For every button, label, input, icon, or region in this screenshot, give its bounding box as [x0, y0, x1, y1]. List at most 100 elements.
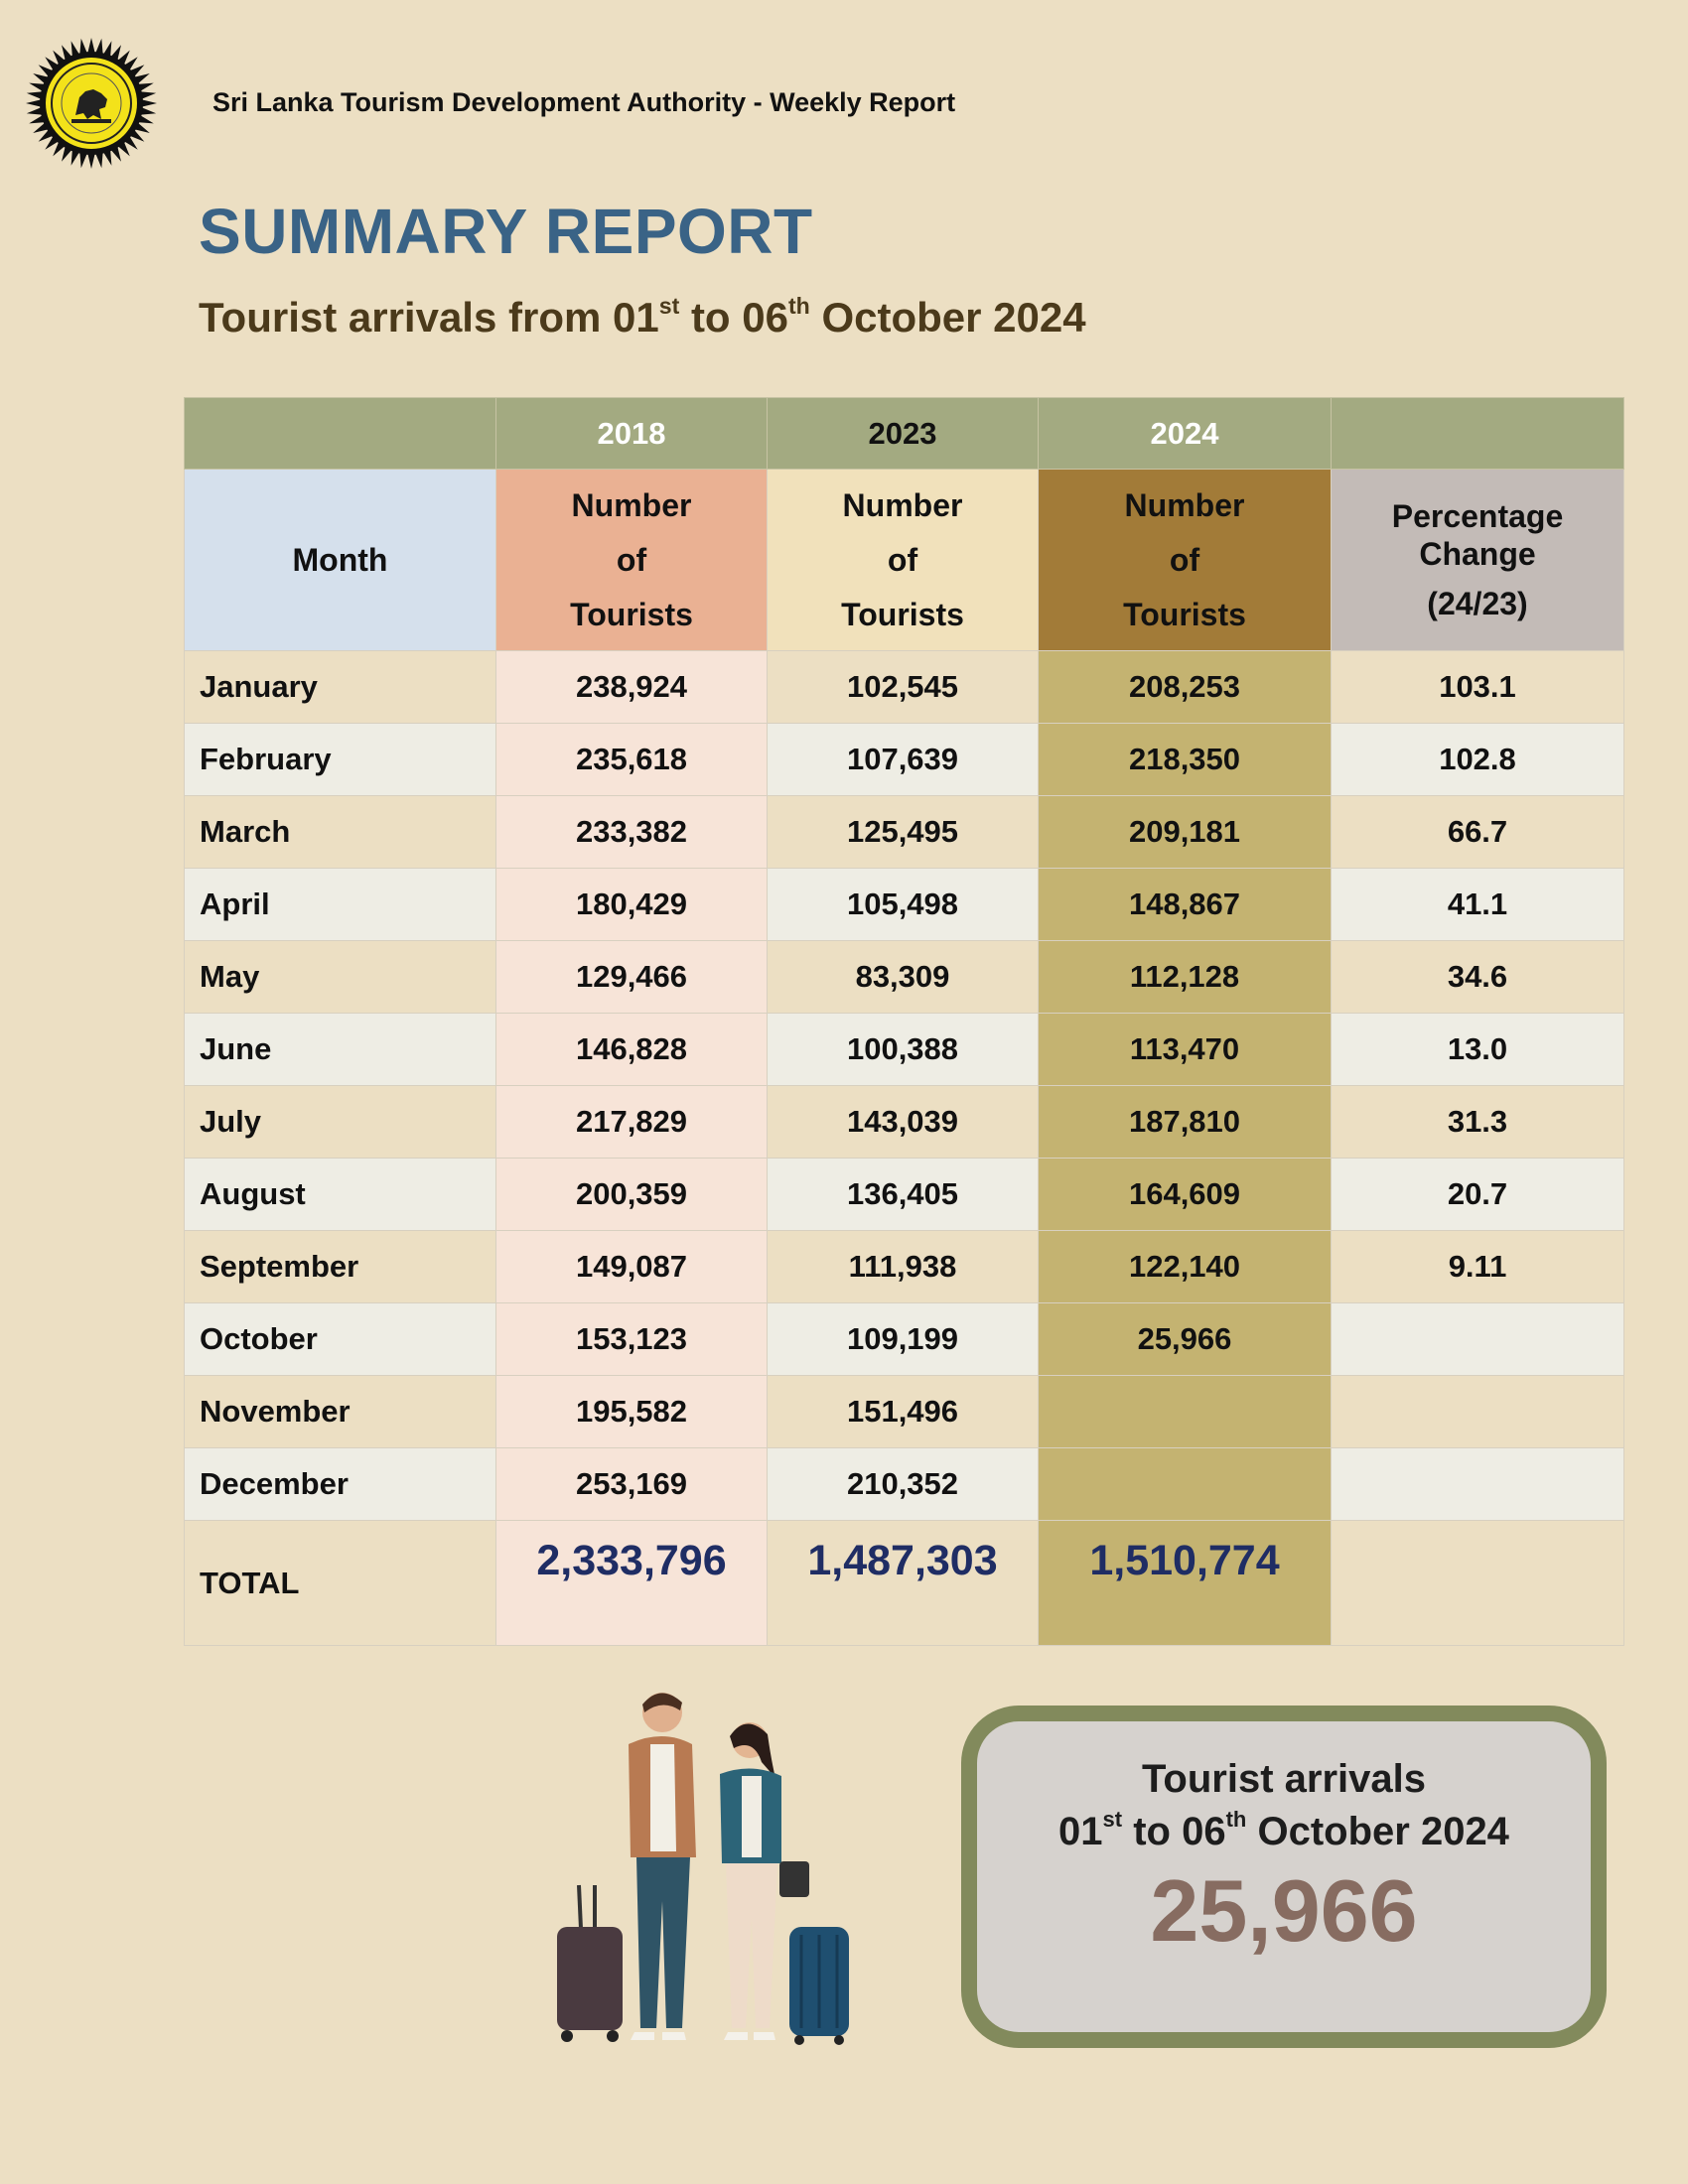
column-header-row: Month Number of Tourists Number of Tourists …	[184, 469, 1624, 651]
organization-header: Sri Lanka Tourism Development Authority …	[212, 87, 956, 117]
total-2018: 2,333,796	[495, 1520, 768, 1646]
table-row: April 180,429 105,498 148,867 41.1	[184, 868, 1624, 941]
table-row: June 146,828 100,388 113,470 13.0	[184, 1013, 1624, 1086]
tourists-2024-header: Number of Tourists	[1038, 469, 1332, 651]
pct-change-cell	[1331, 1302, 1624, 1376]
total-label: TOTAL	[184, 1520, 496, 1646]
value-2018-cell: 253,169	[495, 1447, 768, 1521]
value-2024-cell: 218,350	[1038, 723, 1332, 796]
value-2024-cell	[1038, 1447, 1332, 1521]
table-row: October 153,123 109,199 25,966	[184, 1302, 1624, 1376]
percentage-change-header: Percentage Change (24/23)	[1331, 469, 1624, 651]
tourists-2018-header: Number of Tourists	[495, 469, 768, 651]
table-row: May 129,466 83,309 112,128 34.6	[184, 940, 1624, 1014]
table-row: March 233,382 125,495 209,181 66.7	[184, 795, 1624, 869]
value-2018-cell: 195,582	[495, 1375, 768, 1448]
value-2024-cell: 122,140	[1038, 1230, 1332, 1303]
pct-change-cell: 103.1	[1331, 650, 1624, 724]
value-2024-cell: 25,966	[1038, 1302, 1332, 1376]
summary-box-date-range: 01st to 06th October 2024	[1058, 1807, 1509, 1853]
arrivals-summary-box: Tourist arrivals 01st to 06th October 20…	[961, 1706, 1607, 2048]
travelers-with-luggage-illustration	[557, 1693, 849, 2045]
value-2024-cell: 112,128	[1038, 940, 1332, 1014]
table-row: September 149,087 111,938 122,140 9.11	[184, 1230, 1624, 1303]
year-header-2024: 2024	[1038, 397, 1332, 470]
total-row: TOTAL 2,333,796 1,487,303 1,510,774	[184, 1520, 1624, 1646]
table-row: February 235,618 107,639 218,350 102.8	[184, 723, 1624, 796]
value-2023-cell: 109,199	[767, 1302, 1039, 1376]
sltda-emblem-icon	[26, 38, 157, 169]
pct-change-cell: 31.3	[1331, 1085, 1624, 1159]
table-row: November 195,582 151,496	[184, 1375, 1624, 1448]
value-2024-cell	[1038, 1375, 1332, 1448]
value-2023-cell: 105,498	[767, 868, 1039, 941]
pct-change-cell: 66.7	[1331, 795, 1624, 869]
value-2023-cell: 111,938	[767, 1230, 1039, 1303]
year-header-blank	[184, 397, 496, 470]
pct-change-cell: 13.0	[1331, 1013, 1624, 1086]
pct-change-cell: 20.7	[1331, 1158, 1624, 1231]
month-cell: March	[184, 795, 496, 869]
tourists-2023-header: Number of Tourists	[767, 469, 1039, 651]
total-2023: 1,487,303	[767, 1520, 1039, 1646]
month-cell: June	[184, 1013, 496, 1086]
value-2018-cell: 217,829	[495, 1085, 768, 1159]
value-2024-cell: 148,867	[1038, 868, 1332, 941]
month-cell: May	[184, 940, 496, 1014]
value-2018-cell: 200,359	[495, 1158, 768, 1231]
year-header-2023: 2023	[767, 397, 1039, 470]
value-2018-cell: 180,429	[495, 868, 768, 941]
value-2024-cell: 187,810	[1038, 1085, 1332, 1159]
pct-change-cell: 41.1	[1331, 868, 1624, 941]
value-2023-cell: 210,352	[767, 1447, 1039, 1521]
month-cell: July	[184, 1085, 496, 1159]
value-2024-cell: 164,609	[1038, 1158, 1332, 1231]
page-title: SUMMARY REPORT	[199, 196, 813, 267]
year-header-blank-pct	[1331, 397, 1624, 470]
value-2018-cell: 146,828	[495, 1013, 768, 1086]
value-2018-cell: 149,087	[495, 1230, 768, 1303]
pct-change-cell: 34.6	[1331, 940, 1624, 1014]
table-row: August 200,359 136,405 164,609 20.7	[184, 1158, 1624, 1231]
month-cell: February	[184, 723, 496, 796]
month-column-header: Month	[184, 469, 496, 651]
month-cell: April	[184, 868, 496, 941]
month-cell: January	[184, 650, 496, 724]
value-2023-cell: 143,039	[767, 1085, 1039, 1159]
value-2024-cell: 208,253	[1038, 650, 1332, 724]
arrivals-table: 2018 2023 2024 Month Number of Tourists Nu…	[184, 397, 1624, 1646]
pct-change-cell: 102.8	[1331, 723, 1624, 796]
total-2024: 1,510,774	[1038, 1520, 1332, 1646]
value-2023-cell: 100,388	[767, 1013, 1039, 1086]
year-header-row: 2018 2023 2024	[184, 397, 1624, 470]
report-subtitle: Tourist arrivals from 01st to 06th Octob…	[199, 292, 1086, 341]
value-2023-cell: 107,639	[767, 723, 1039, 796]
value-2023-cell: 151,496	[767, 1375, 1039, 1448]
value-2023-cell: 125,495	[767, 795, 1039, 869]
pct-change-cell: 9.11	[1331, 1230, 1624, 1303]
value-2018-cell: 238,924	[495, 650, 768, 724]
month-cell: October	[184, 1302, 496, 1376]
value-2024-cell: 209,181	[1038, 795, 1332, 869]
value-2018-cell: 129,466	[495, 940, 768, 1014]
pct-change-cell	[1331, 1375, 1624, 1448]
value-2018-cell: 233,382	[495, 795, 768, 869]
value-2023-cell: 83,309	[767, 940, 1039, 1014]
month-cell: December	[184, 1447, 496, 1521]
table-row: January 238,924 102,545 208,253 103.1	[184, 650, 1624, 724]
value-2018-cell: 153,123	[495, 1302, 768, 1376]
value-2023-cell: 102,545	[767, 650, 1039, 724]
month-cell: November	[184, 1375, 496, 1448]
summary-box-value: 25,966	[1150, 1861, 1418, 1960]
value-2023-cell: 136,405	[767, 1158, 1039, 1231]
table-row: December 253,169 210,352	[184, 1447, 1624, 1521]
month-cell: September	[184, 1230, 496, 1303]
value-2018-cell: 235,618	[495, 723, 768, 796]
month-cell: August	[184, 1158, 496, 1231]
total-pct-blank	[1331, 1520, 1624, 1646]
pct-change-cell	[1331, 1447, 1624, 1521]
year-header-2018: 2018	[495, 397, 768, 470]
table-row: July 217,829 143,039 187,810 31.3	[184, 1085, 1624, 1159]
summary-box-heading: Tourist arrivals	[1141, 1757, 1427, 1801]
value-2024-cell: 113,470	[1038, 1013, 1332, 1086]
